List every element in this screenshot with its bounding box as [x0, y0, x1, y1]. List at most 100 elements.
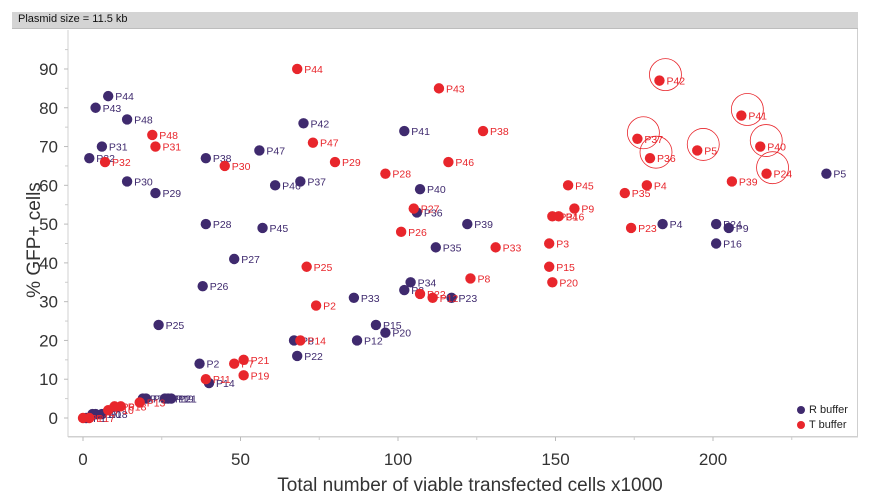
y-tick-label: 90	[39, 60, 58, 79]
point-label: P10	[115, 405, 134, 417]
data-point	[96, 141, 108, 152]
point-label: P35	[632, 188, 651, 200]
point-label: P21	[251, 355, 270, 367]
point-label: P14	[307, 335, 326, 347]
data-point	[348, 292, 360, 303]
point-label: P47	[266, 145, 285, 157]
data-point	[414, 288, 426, 300]
data-point	[723, 222, 734, 234]
point-label: P29	[342, 157, 361, 169]
data-point	[121, 176, 133, 187]
data-point	[150, 187, 161, 199]
data-point	[641, 180, 653, 191]
data-point	[544, 261, 555, 272]
data-point	[200, 374, 212, 385]
data-point	[153, 319, 164, 331]
x-tick-label: 200	[699, 450, 727, 469]
data-point	[200, 218, 212, 230]
point-label: P23	[638, 223, 657, 235]
point-label: P4	[654, 180, 667, 192]
point-label: P43	[103, 103, 122, 115]
y-tick-label: 40	[39, 254, 58, 273]
point-label: P28	[392, 169, 411, 181]
point-label: P39	[739, 176, 758, 188]
data-point	[238, 354, 249, 366]
x-tick-label: 50	[231, 450, 250, 469]
data-point	[408, 203, 419, 214]
point-label: P20	[559, 277, 578, 289]
data-point	[477, 125, 489, 137]
data-point	[238, 370, 249, 381]
point-label: P36	[424, 207, 443, 219]
point-label: P42	[666, 76, 685, 88]
y-tick-label: 50	[39, 215, 58, 234]
point-label: P28	[213, 219, 232, 231]
point-label: P40	[767, 142, 786, 154]
point-label: P30	[232, 161, 251, 173]
point-label: P27	[421, 204, 440, 216]
y-tick-label: 20	[39, 331, 58, 350]
point-label: P2	[323, 301, 336, 313]
y-tick-label: 0	[49, 409, 58, 428]
data-point	[692, 145, 703, 156]
data-point	[414, 183, 426, 195]
point-label: P48	[159, 130, 178, 142]
point-label: P20	[392, 328, 411, 340]
point-label: P47	[320, 138, 339, 150]
data-point	[84, 152, 95, 164]
point-label: P45	[575, 180, 594, 192]
data-point	[430, 242, 441, 253]
data-point	[197, 280, 208, 292]
point-label: P12	[440, 293, 459, 305]
point-label: P26	[408, 227, 427, 239]
data-point	[710, 238, 722, 249]
point-label: P25	[314, 262, 333, 274]
point-label: P5	[833, 169, 846, 181]
highlight-ring	[749, 124, 783, 157]
data-point	[103, 405, 114, 416]
chart-header-bar: Plasmid size = 11.5 kb	[12, 12, 858, 29]
chart-title: Plasmid size = 11.5 kb	[18, 13, 128, 25]
point-label: P40	[427, 184, 446, 196]
point-label: P46	[455, 157, 474, 169]
y-tick-label: 60	[39, 176, 58, 195]
point-label: P11	[213, 374, 231, 386]
point-label: P36	[657, 153, 676, 165]
data-point	[194, 358, 205, 369]
highlight-ring	[627, 116, 660, 150]
data-point	[562, 180, 574, 191]
point-label: P34	[418, 277, 437, 289]
point-label: P27	[241, 254, 260, 266]
data-point	[657, 218, 668, 230]
point-label: P41	[748, 111, 767, 123]
data-point	[547, 277, 558, 288]
point-label: P34	[559, 211, 578, 223]
axes: 0 10 20 30 40 50 60 70 80 90 0 50 100 150 200 Total num…	[24, 30, 858, 496]
point-label: P35	[443, 242, 462, 254]
x-tick-label: 100	[384, 450, 412, 469]
y-tick-label: 80	[39, 99, 58, 118]
point-label: P11	[172, 394, 190, 406]
data-point	[553, 211, 564, 222]
data-point	[229, 253, 240, 265]
data-point	[710, 218, 722, 230]
t-buffer-marker-icon	[797, 420, 805, 429]
data-point	[295, 335, 306, 346]
data-point	[269, 180, 281, 191]
point-label: P4	[670, 219, 683, 231]
point-label: P44	[304, 64, 323, 76]
data-point	[632, 133, 643, 144]
point-label: P17	[96, 413, 115, 425]
data-point	[292, 350, 303, 362]
point-label: P2	[207, 359, 220, 371]
data-point	[99, 156, 111, 168]
legend-label: R buffer	[809, 403, 848, 416]
point-label: P21	[178, 394, 197, 406]
data-point	[654, 75, 665, 86]
data-point	[462, 218, 473, 230]
legend-item-r-buffer: R buffer	[797, 402, 848, 417]
data-point	[395, 226, 407, 238]
data-point	[433, 83, 445, 94]
data-point	[121, 114, 133, 125]
data-point	[569, 203, 580, 214]
